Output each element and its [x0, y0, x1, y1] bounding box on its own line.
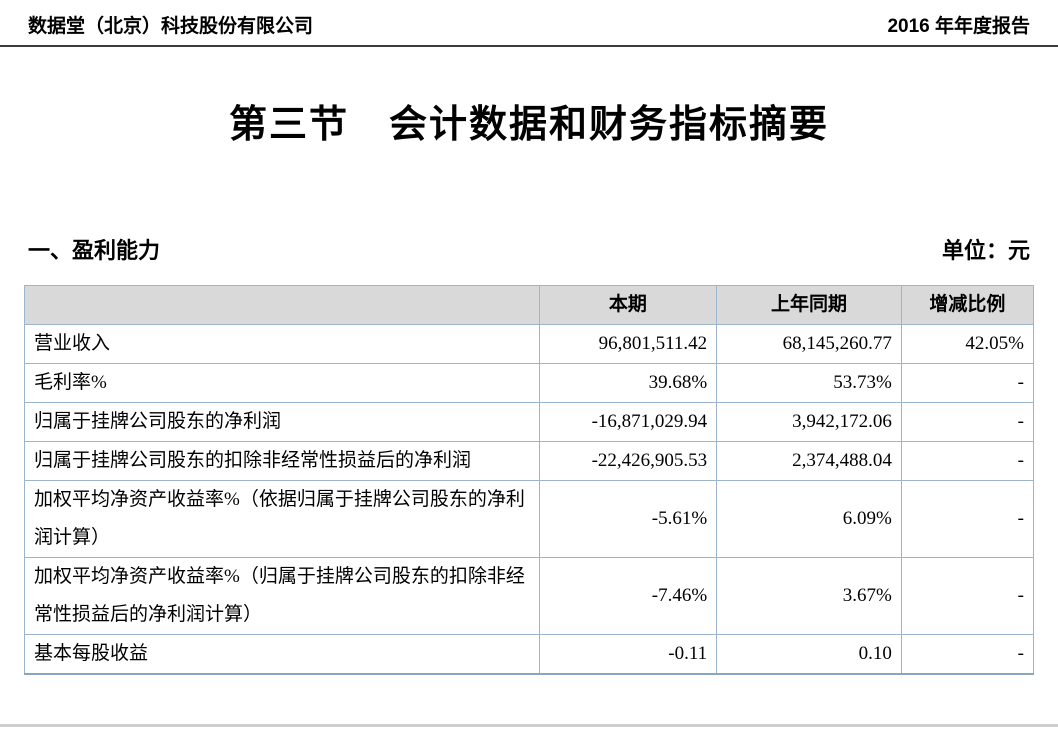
row-prior-value: 6.09% — [716, 479, 902, 558]
table-row: 加权平均净资产收益率%（依据归属于挂牌公司股东的净利润计算） -5.61% 6.… — [24, 479, 1035, 558]
table-row: 归属于挂牌公司股东的扣除非经常性损益后的净利润 -22,426,905.53 2… — [24, 440, 1035, 481]
page-header: 数据堂（北京）科技股份有限公司 2016 年年度报告 — [0, 0, 1058, 47]
row-change-value: - — [900, 440, 1035, 481]
row-prior-value: 0.10 — [716, 633, 902, 675]
row-current-value: -7.46% — [538, 556, 718, 635]
col-header-current: 本期 — [538, 284, 718, 325]
row-current-value: 96,801,511.42 — [538, 323, 718, 364]
row-label: 归属于挂牌公司股东的扣除非经常性损益后的净利润 — [24, 440, 540, 481]
report-title: 2016 年年度报告 — [887, 16, 1030, 37]
row-change-value: 42.05% — [900, 323, 1035, 364]
row-current-value: -22,426,905.53 — [538, 440, 718, 481]
row-current-value: -5.61% — [538, 479, 718, 558]
table-row: 归属于挂牌公司股东的净利润 -16,871,029.94 3,942,172.0… — [24, 401, 1035, 442]
col-header-empty — [24, 284, 540, 325]
row-prior-value: 68,145,260.77 — [716, 323, 902, 364]
table-row: 加权平均净资产收益率%（归属于挂牌公司股东的扣除非经常性损益后的净利润计算） -… — [24, 556, 1035, 635]
row-change-value: - — [900, 479, 1035, 558]
row-change-value: - — [900, 362, 1035, 403]
table-row: 毛利率% 39.68% 53.73% - — [24, 362, 1035, 403]
unit-label: 单位：元 — [941, 238, 1030, 264]
profitability-table: 本期 上年同期 增减比例 营业收入 96,801,511.42 68,145,2… — [24, 284, 1035, 675]
row-prior-value: 3.67% — [716, 556, 902, 635]
row-change-value: - — [900, 556, 1035, 635]
row-label: 基本每股收益 — [24, 633, 540, 675]
page-edge-divider — [0, 724, 1058, 727]
row-label: 归属于挂牌公司股东的净利润 — [24, 401, 540, 442]
table-row: 基本每股收益 -0.11 0.10 - — [24, 633, 1035, 675]
table-row: 营业收入 96,801,511.42 68,145,260.77 42.05% — [24, 323, 1035, 364]
row-label: 加权平均净资产收益率%（依据归属于挂牌公司股东的净利润计算） — [24, 479, 540, 558]
row-current-value: -0.11 — [538, 633, 718, 675]
row-label: 毛利率% — [24, 362, 540, 403]
row-label: 营业收入 — [24, 323, 540, 364]
col-header-prior: 上年同期 — [716, 284, 902, 325]
row-label: 加权平均净资产收益率%（归属于挂牌公司股东的扣除非经常性损益后的净利润计算） — [24, 556, 540, 635]
company-name: 数据堂（北京）科技股份有限公司 — [28, 16, 314, 37]
row-prior-value: 3,942,172.06 — [716, 401, 902, 442]
col-header-change: 增减比例 — [900, 284, 1035, 325]
row-change-value: - — [900, 633, 1035, 675]
section-title: 第三节 会计数据和财务指标摘要 — [228, 103, 829, 146]
section-heading-row: 一、盈利能力 单位：元 — [28, 238, 1030, 264]
table-header-row: 本期 上年同期 增减比例 — [24, 284, 1035, 325]
row-prior-value: 2,374,488.04 — [716, 440, 902, 481]
row-prior-value: 53.73% — [716, 362, 902, 403]
section-heading: 一、盈利能力 — [28, 238, 161, 264]
row-current-value: -16,871,029.94 — [538, 401, 718, 442]
row-current-value: 39.68% — [538, 362, 718, 403]
row-change-value: - — [900, 401, 1035, 442]
